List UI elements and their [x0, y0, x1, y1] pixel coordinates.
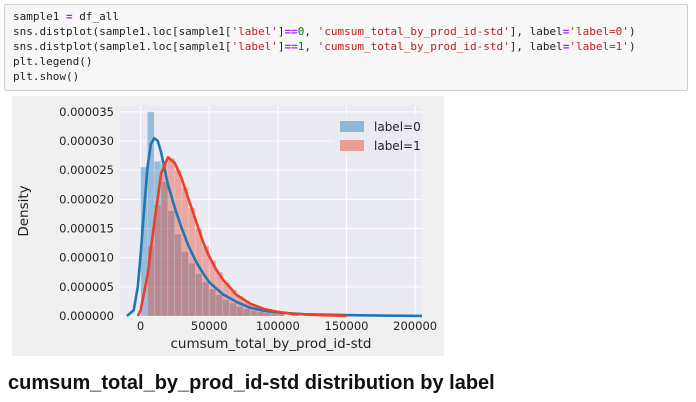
histogram-bar	[188, 208, 196, 316]
y-tick-label: 0.000010	[59, 251, 114, 265]
x-axis-label: cumsum_total_by_prod_id-std	[170, 336, 371, 352]
x-tick-label: 0	[137, 319, 144, 333]
y-tick-label: 0.000030	[59, 134, 114, 148]
histogram-bar	[271, 311, 278, 316]
histogram-bar	[195, 274, 203, 316]
histogram-bar	[168, 211, 175, 316]
histogram-bar	[202, 246, 209, 316]
histogram-bar	[161, 181, 168, 316]
histogram-bar	[271, 313, 278, 316]
histogram-bar	[264, 310, 271, 316]
histogram-bar	[264, 313, 271, 316]
histogram-bar	[216, 295, 223, 316]
y-tick-label: 0.000035	[59, 105, 114, 119]
histogram-bar	[154, 161, 161, 316]
histogram-bar	[236, 306, 244, 316]
histogram-bar	[195, 228, 203, 316]
legend-label: label=0	[374, 120, 421, 134]
distribution-chart: 0 50000 100000 150000 200000 0.000000 0.000005…	[16, 105, 437, 352]
x-tick-label: 50000	[191, 319, 228, 333]
code-line-2: sns.distplot(sample1.loc[sample1['label'…	[13, 25, 636, 38]
histogram-bar	[229, 303, 237, 316]
histogram-bar	[168, 158, 175, 316]
histogram-bar	[222, 282, 230, 316]
y-axis-label: Density	[16, 185, 32, 236]
histogram-bar	[209, 260, 216, 316]
x-tick-label: 150000	[325, 319, 369, 333]
histogram-bar	[181, 187, 189, 316]
histogram-bar	[229, 289, 237, 316]
y-tick-label: 0.000020	[59, 192, 114, 206]
histogram-bar	[236, 296, 244, 316]
y-tick-label: 0.000015	[59, 222, 114, 236]
x-tick-label: 100000	[256, 319, 300, 333]
histogram-bar	[154, 205, 161, 316]
histogram-bar	[147, 246, 155, 316]
y-tick-label: 0.000000	[59, 309, 114, 323]
histogram-bar	[250, 304, 257, 316]
histogram-bar	[291, 314, 299, 316]
legend-swatch	[340, 140, 364, 151]
slide-caption: cumsum_total_by_prod_id-std distribution…	[8, 372, 495, 394]
code-line-3: sns.distplot(sample1.loc[sample1['label'…	[13, 40, 636, 53]
code-line-4: plt.legend()	[13, 55, 93, 68]
histogram-bar	[174, 170, 182, 316]
y-tick-label: 0.000025	[59, 163, 114, 177]
histogram-bar	[277, 314, 285, 316]
histogram-bar	[243, 300, 251, 316]
y-tick-label: 0.000005	[59, 280, 114, 294]
legend-label: label=1	[374, 139, 421, 153]
code-cell[interactable]: sample1 = df_all sns.distplot(sample1.lo…	[4, 4, 688, 91]
histogram-bar	[202, 282, 209, 316]
histogram-bar	[243, 309, 251, 316]
histogram-bar	[216, 272, 223, 316]
histogram-bar	[147, 111, 155, 316]
histogram-bar	[222, 299, 230, 316]
legend-box	[334, 114, 416, 154]
histogram-bar	[140, 167, 148, 316]
plot-output: 0 50000 100000 150000 200000 0.000000 0.000005…	[12, 96, 444, 356]
histogram-bar	[174, 234, 182, 316]
code-line-5: plt.show()	[13, 70, 80, 83]
legend-swatch	[340, 121, 364, 132]
histogram-bar	[181, 251, 189, 316]
histogram-bar	[257, 307, 264, 316]
x-tick-label: 200000	[393, 319, 437, 333]
kde-line-label-1	[136, 156, 347, 318]
histogram-bar	[250, 310, 257, 316]
histogram-bar	[257, 311, 264, 316]
histogram-bar	[277, 313, 285, 316]
code-line-1: sample1 = df_all	[13, 10, 119, 23]
histogram-bar	[188, 263, 196, 316]
histogram-bar	[209, 289, 216, 316]
histogram-bar	[161, 164, 168, 316]
